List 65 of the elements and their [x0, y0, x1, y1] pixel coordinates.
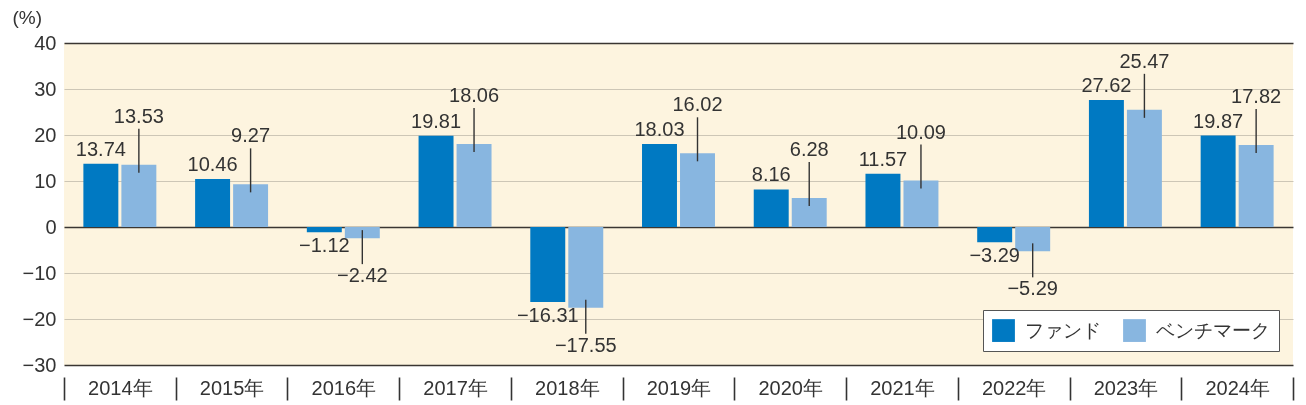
bar [680, 153, 715, 227]
data-label: 18.06 [449, 83, 500, 106]
y-tick-label: −20 [22, 307, 57, 330]
legend-label: ファンド [1025, 319, 1101, 341]
data-label: 11.57 [858, 147, 908, 170]
bar [1200, 135, 1236, 227]
data-label: −17.55 [554, 333, 617, 356]
x-tick-label: 2021年 [870, 377, 935, 399]
data-label: 6.28 [789, 138, 829, 161]
data-label: −5.29 [1007, 277, 1058, 300]
y-axis-title: (%) [12, 6, 43, 28]
bar [418, 135, 454, 227]
data-label: −1.12 [299, 234, 350, 257]
bar [753, 189, 789, 227]
x-tick-label: 2014年 [88, 377, 153, 399]
x-tick-label: 2024年 [1205, 377, 1270, 399]
data-label: 10.46 [187, 152, 238, 175]
legend-label: ベンチマーク [1156, 319, 1270, 341]
data-label: 16.02 [672, 93, 723, 116]
bar [530, 227, 566, 303]
bar [233, 184, 269, 227]
y-tick-label: 30 [34, 77, 57, 100]
bar [977, 227, 1013, 243]
data-label: −16.31 [516, 304, 579, 327]
x-tick-label: 2023年 [1093, 377, 1159, 399]
bar [568, 227, 604, 308]
bar [1088, 99, 1124, 227]
y-tick-label: 10 [34, 169, 57, 192]
y-tick-label: 20 [34, 123, 57, 146]
y-tick-label: −30 [22, 353, 57, 376]
data-label: 19.81 [411, 109, 462, 132]
bar [791, 198, 827, 227]
data-label: 9.27 [231, 124, 271, 147]
y-tick-label: 0 [45, 215, 57, 238]
data-label: 19.87 [1193, 109, 1244, 132]
data-label: 13.74 [75, 137, 126, 160]
bar [195, 178, 231, 227]
bar [83, 163, 119, 227]
bar [1238, 145, 1274, 227]
bar [903, 180, 939, 227]
x-tick-label: 2020年 [758, 377, 823, 399]
x-tick-label: 2016年 [311, 377, 377, 399]
data-label: 10.09 [895, 120, 946, 143]
bar [642, 144, 677, 227]
bar [121, 164, 157, 227]
x-tick-label: 2019年 [646, 377, 712, 399]
x-tick-label: 2018年 [535, 377, 600, 399]
x-tick-label: 2022年 [981, 377, 1047, 399]
data-label: −3.29 [969, 244, 1020, 267]
bar [456, 143, 492, 227]
y-tick-label: 40 [34, 31, 57, 54]
x-tick-label: 2015年 [199, 377, 265, 399]
data-label: 27.62 [1081, 73, 1132, 96]
y-tick-label: −10 [22, 261, 57, 284]
data-label: 17.82 [1231, 85, 1282, 108]
data-label: 25.47 [1119, 49, 1170, 72]
x-tick-label: 2017年 [423, 377, 488, 399]
bar [306, 227, 342, 233]
bar [1126, 109, 1162, 227]
data-label: −2.42 [337, 264, 388, 287]
bar [344, 227, 380, 239]
data-label: 18.03 [634, 118, 685, 141]
bar [865, 173, 901, 227]
data-label: 8.16 [751, 163, 791, 186]
data-label: 13.53 [113, 104, 164, 127]
